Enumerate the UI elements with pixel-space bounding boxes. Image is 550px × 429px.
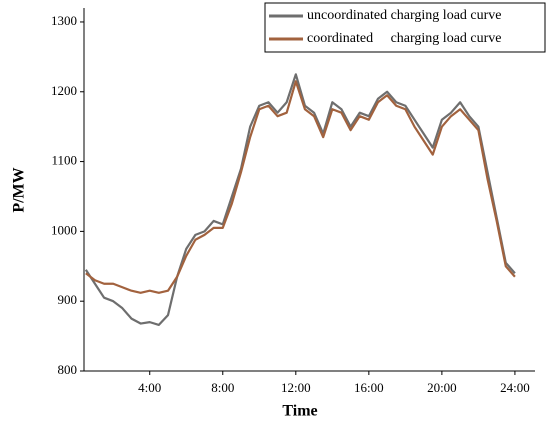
x-tick-label: 24:00: [500, 380, 530, 395]
x-axis-title: Time: [282, 403, 317, 420]
y-tick-label: 900: [58, 292, 78, 307]
x-tick-label: 8:00: [211, 380, 234, 395]
y-tick-label: 1300: [51, 13, 77, 28]
x-tick-label: 12:00: [281, 380, 311, 395]
x-tick-label: 16:00: [354, 380, 384, 395]
legend-label: coordinated charging load curve: [307, 31, 502, 46]
y-tick-label: 1100: [51, 153, 77, 168]
series-line: [84, 73, 516, 327]
y-tick-label: 1000: [51, 222, 77, 237]
legend-label: uncoordinated charging load curve: [307, 8, 502, 23]
y-axis-title: P/MW: [11, 167, 28, 212]
y-tick-label: 1200: [51, 83, 77, 98]
x-tick-label: 20:00: [427, 380, 457, 395]
series-line: [85, 80, 516, 294]
legend-box: [264, 2, 546, 53]
y-tick-label: 800: [58, 362, 78, 377]
x-tick-label: 4:00: [138, 380, 161, 395]
